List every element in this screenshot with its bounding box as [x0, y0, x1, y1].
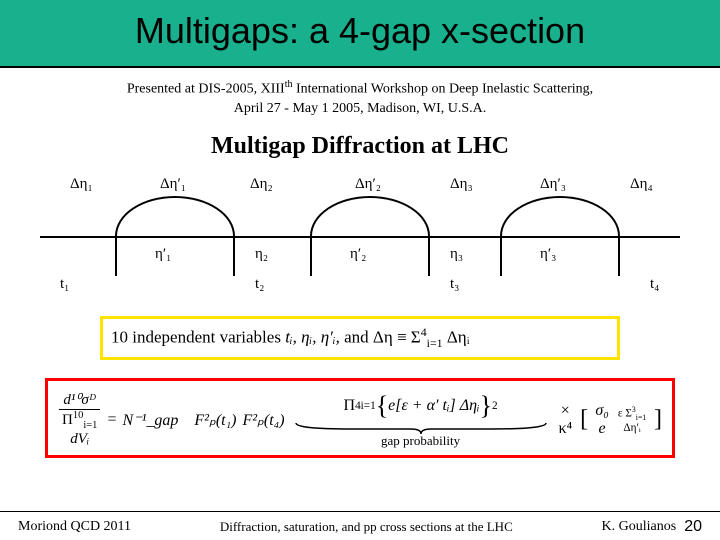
formula-row: d¹⁰σᴰ Π10i=1 dVᵢ = N⁻¹_gap F²ₚ(t₁) F²ₚ(t…	[58, 391, 662, 449]
lhs-num: d¹⁰σᴰ	[59, 392, 100, 410]
sigma0: σ₀ e	[594, 402, 610, 438]
t-label: t₄	[650, 276, 659, 293]
gap-label: Δη₃	[450, 176, 473, 193]
slide-title: Multigaps: a 4-gap x-section	[0, 10, 720, 52]
exp2: ε Σ3i=1 Δη′ᵢ	[616, 405, 648, 434]
conf-line1-post: International Workshop on Deep Inelastic…	[292, 82, 593, 97]
variables-box: 10 independent variables tᵢ, ηᵢ, η′ᵢ, an…	[100, 316, 620, 360]
eta-label: η′₁	[155, 246, 171, 263]
eq-sign: =	[107, 411, 116, 429]
t-label: t₃	[450, 276, 459, 293]
fp1: F²ₚ(t₁)	[194, 410, 236, 430]
footer-author: K. Goulianos	[602, 519, 677, 535]
conf-line2: April 27 - May 1 2005, Madison, WI, U.S.…	[234, 101, 487, 116]
title-bar: Multigaps: a 4-gap x-section	[0, 0, 720, 68]
gap-probability-term: Π4i=1 { e[ε + α′ tᵢ] Δηᵢ }2 gap probabil…	[291, 391, 551, 449]
conference-info: Presented at DIS-2005, XIIIth Internatio…	[0, 78, 720, 119]
ngap: N⁻¹_gap	[122, 410, 178, 430]
rapidity-gap-diagram: Δη₁ Δη′₁ Δη₂ Δη′₂ Δη₃ Δη′₃ Δη₄ η′₁ η₂ η′₂ η₃ η′₃ t₁ t…	[40, 176, 680, 306]
vars-sum-sub: i=1	[427, 336, 443, 350]
arc	[115, 196, 235, 276]
underbrace-label: gap probability	[381, 433, 460, 449]
gap-label: Δη₄	[630, 176, 653, 193]
lhs-fraction: d¹⁰σᴰ Π10i=1 dVᵢ	[58, 392, 101, 448]
vars-mid: and Δη ≡ Σ	[344, 328, 421, 347]
gap-label: Δη′₁	[160, 176, 186, 193]
times: × κ⁴	[557, 402, 574, 438]
cross-section-formula-box: d¹⁰σᴰ Π10i=1 dVᵢ = N⁻¹_gap F²ₚ(t₁) F²ₚ(t…	[45, 378, 675, 458]
fp2: F²ₚ(t₄)	[242, 410, 284, 430]
eta-label: η′₂	[350, 246, 366, 263]
arc	[310, 196, 430, 276]
gap-label: Δη₁	[70, 176, 93, 193]
footer-page: 20	[684, 518, 702, 536]
footer-mid: Diffraction, saturation, and pp cross se…	[131, 519, 601, 535]
conf-line1-pre: Presented at DIS-2005, XIII	[127, 82, 285, 97]
t-label: t₂	[255, 276, 264, 293]
eta-label: η′₃	[540, 246, 556, 263]
arc	[500, 196, 620, 276]
gap-label: Δη′₃	[540, 176, 566, 193]
t-label: t₁	[60, 276, 69, 293]
lhs-den: Π10i=1 dVᵢ	[58, 410, 101, 448]
footer: Moriond QCD 2011 Diffraction, saturation…	[0, 511, 720, 540]
vars-list: tᵢ, ηᵢ, η′ᵢ,	[285, 328, 340, 347]
eta-label: η₂	[255, 246, 268, 263]
eta-label: η₃	[450, 246, 463, 263]
paper-title: Multigap Diffraction at LHC	[0, 133, 720, 160]
gap-label: Δη′₂	[355, 176, 381, 193]
gap-label: Δη₂	[250, 176, 273, 193]
footer-conf: Moriond QCD 2011	[18, 519, 131, 535]
vars-pre: 10 independent variables	[111, 328, 285, 347]
vars-post: Δηᵢ	[447, 328, 470, 347]
